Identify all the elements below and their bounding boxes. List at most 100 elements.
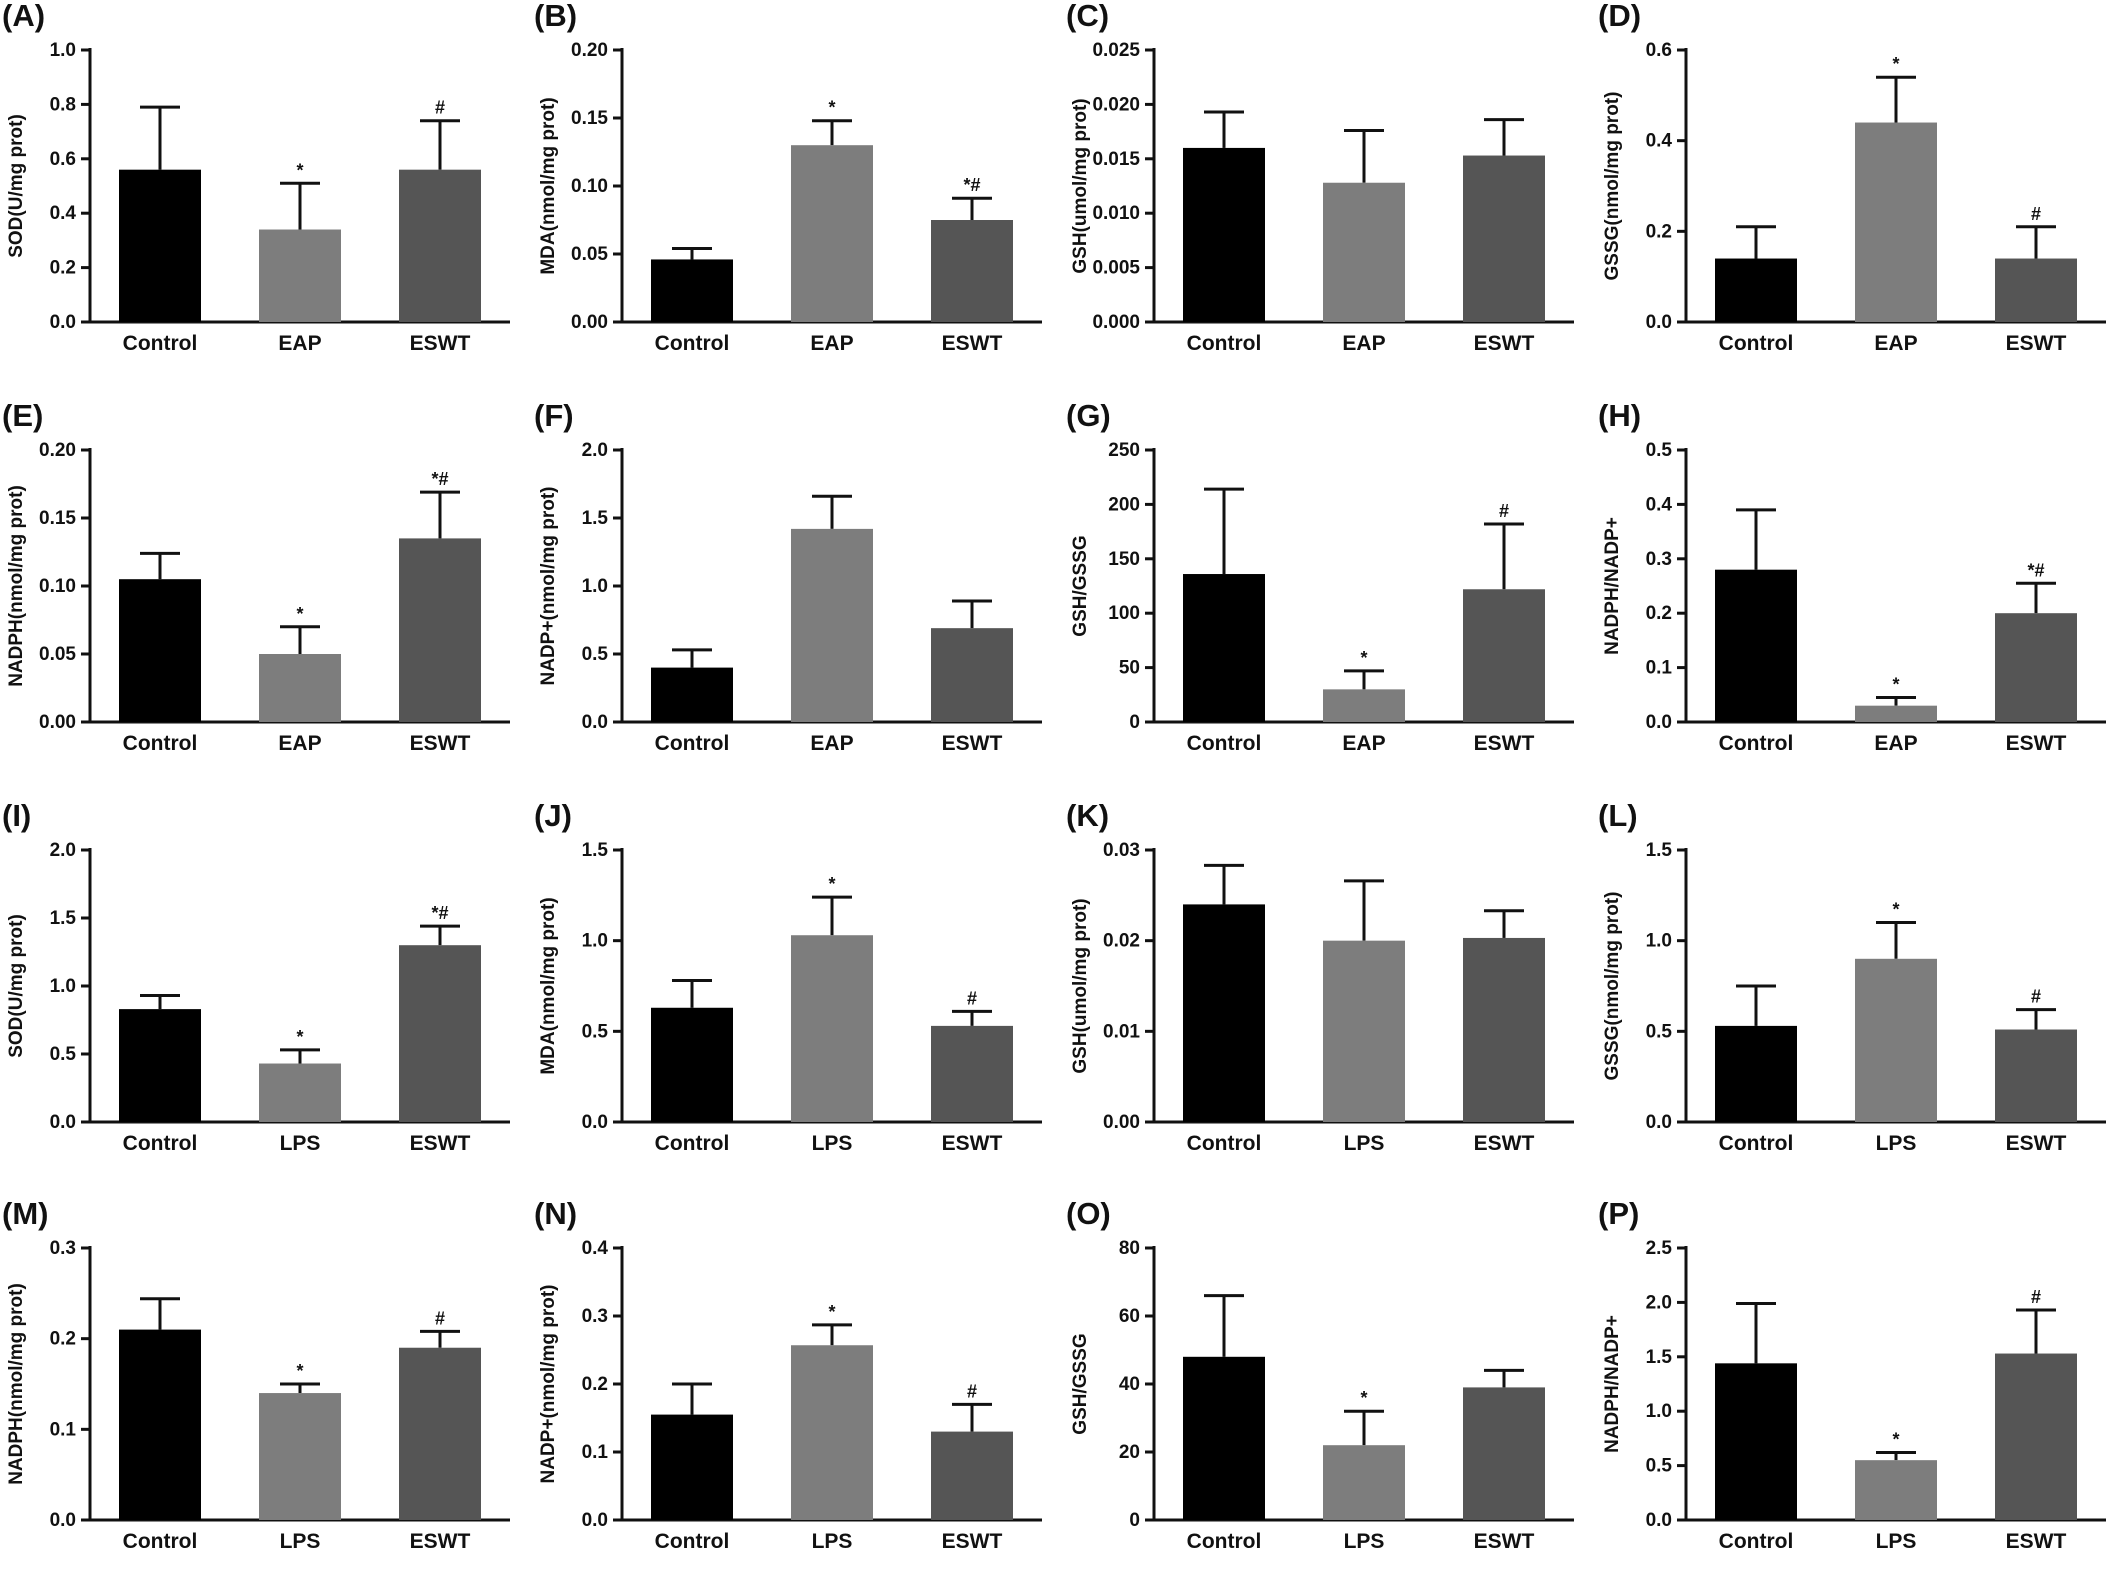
panel-j: (J) MDA(nmol/mg prot) 0.0 0.5 1.0 1.5 Control L… (534, 798, 1042, 1155)
y-axis-label: GSH/GSSG (1070, 1333, 1091, 1434)
y-tick-label: 0.1 (50, 1419, 77, 1440)
x-tick-label: EAP (810, 732, 853, 755)
significance-mark: * (296, 604, 303, 624)
bar-control (1183, 574, 1265, 722)
significance-mark: * (1892, 1430, 1899, 1450)
x-tick-label: Control (655, 332, 730, 355)
y-tick-label: 0.0 (582, 712, 608, 733)
bar-eswt (1463, 1387, 1545, 1520)
y-tick-label: 0.0 (50, 312, 76, 333)
y-tick-label: 250 (1108, 440, 1140, 461)
bar-eap (1855, 122, 1937, 323)
x-tick-label: ESWT (1474, 732, 1535, 755)
x-tick-label: LPS (1344, 1530, 1385, 1553)
panel-label: (A) (2, 0, 45, 33)
bar-lps (791, 935, 873, 1122)
y-tick-label: 0.05 (39, 644, 76, 665)
y-tick-label: 0.5 (50, 1044, 77, 1065)
y-tick-label: 150 (1108, 549, 1140, 570)
y-tick-label: 2.0 (1646, 1292, 1672, 1313)
y-tick-label: 1.0 (1646, 931, 1672, 952)
significance-mark: * (1892, 675, 1899, 695)
x-tick-label: Control (655, 1132, 730, 1155)
y-axis-label: NADPH(nmol/mg prot) (6, 1283, 27, 1485)
y-tick-label: 0.2 (50, 1329, 76, 1350)
panel-p: (P) NADPH/NADP+ 0.0 0.5 1.0 1.5 2.0 2.5 Control L… (1598, 1196, 2106, 1553)
y-axis-label: GSH/GSSG (1070, 535, 1091, 636)
y-tick-label: 1.0 (582, 576, 608, 597)
y-axis-label: SOD(U/mg prot) (6, 914, 27, 1058)
y-tick-label: 0.3 (582, 1306, 608, 1327)
y-tick-label: 60 (1119, 1306, 1140, 1327)
y-tick-label: 0 (1129, 1510, 1140, 1531)
y-tick-label: 0.0 (582, 1112, 608, 1133)
bar-eswt (931, 220, 1013, 322)
panel-m: (M) NADPH(nmol/mg prot) 0.0 0.1 0.2 0.3 Contro… (2, 1196, 510, 1553)
bar-control (119, 1329, 201, 1520)
significance-mark: * (1892, 54, 1899, 74)
y-tick-label: 0.2 (1646, 221, 1672, 242)
y-tick-label: 0.00 (39, 712, 76, 733)
x-tick-label: Control (1719, 732, 1794, 755)
bar-control (1715, 1025, 1797, 1122)
bar-eswt (1995, 613, 2077, 722)
bar-lps (1323, 940, 1405, 1122)
y-axis-label: MDA(nmol/mg prot) (538, 897, 559, 1074)
x-tick-label: ESWT (410, 1132, 471, 1155)
bar-eap (259, 229, 341, 322)
x-tick-label: Control (1187, 1530, 1262, 1553)
panel-label: (J) (534, 798, 572, 833)
y-tick-label: 0.010 (1092, 203, 1140, 224)
y-tick-label: 0.4 (50, 203, 77, 224)
significance-mark: * (828, 98, 835, 118)
x-tick-label: EAP (1342, 332, 1385, 355)
y-tick-label: 0.01 (1103, 1021, 1140, 1042)
x-tick-label: LPS (1876, 1530, 1917, 1553)
significance-mark: *# (431, 903, 448, 923)
x-tick-label: ESWT (2006, 1132, 2067, 1155)
x-tick-label: ESWT (942, 1530, 1003, 1553)
bar-control (1183, 147, 1265, 322)
bar-eap (791, 528, 873, 722)
y-tick-label: 0.15 (571, 108, 608, 129)
y-axis-label: NADPH/NADP+ (1602, 517, 1623, 655)
y-axis-label: MDA(nmol/mg prot) (538, 97, 559, 274)
x-tick-label: ESWT (1474, 332, 1535, 355)
panel-label: (K) (1066, 798, 1109, 833)
significance-mark: * (296, 160, 303, 180)
significance-mark: * (1892, 900, 1899, 920)
panel-d: (D) GSSG(nmol/mg prot) 0.0 0.2 0.4 0.6 Control… (1598, 0, 2106, 355)
panel-k: (K) GSH(umol/mg prot) 0.00 0.01 0.02 0.03 Cont… (1066, 798, 1574, 1155)
panel-i: (I) SOD(U/mg prot) 0.0 0.5 1.0 1.5 2.0 Control L… (2, 798, 510, 1155)
y-tick-label: 200 (1108, 494, 1140, 515)
significance-mark: * (828, 1302, 835, 1322)
y-tick-label: 0.2 (582, 1374, 608, 1395)
x-tick-label: ESWT (2006, 1530, 2067, 1553)
panel-l: (L) GSSG(nmol/mg prot) 0.0 0.5 1.0 1.5 Control… (1598, 798, 2106, 1155)
bar-eswt (399, 1347, 481, 1520)
y-axis-label: NADP+(nmol/mg prot) (538, 1285, 559, 1484)
bar-control (1715, 1363, 1797, 1520)
y-tick-label: 0.8 (50, 94, 76, 115)
panel-label: (M) (2, 1196, 48, 1231)
bar-eap (1323, 182, 1405, 322)
bar-lps (259, 1393, 341, 1520)
x-tick-label: LPS (280, 1132, 321, 1155)
panel-label: (O) (1066, 1196, 1111, 1231)
y-tick-label: 1.5 (582, 840, 609, 861)
panel-label: (B) (534, 0, 577, 33)
bar-control (119, 1009, 201, 1122)
bar-eswt (399, 169, 481, 322)
panel-label: (D) (1598, 0, 1641, 33)
significance-mark: * (296, 1027, 303, 1047)
bar-eap (259, 654, 341, 722)
x-tick-label: ESWT (410, 732, 471, 755)
x-tick-label: Control (123, 1530, 198, 1553)
bar-lps (1323, 1445, 1405, 1520)
y-tick-label: 0.0 (1646, 712, 1672, 733)
x-tick-label: Control (1187, 1132, 1262, 1155)
x-tick-label: Control (123, 1132, 198, 1155)
y-tick-label: 0 (1129, 712, 1140, 733)
panel-label: (H) (1598, 398, 1641, 433)
bar-control (119, 169, 201, 322)
